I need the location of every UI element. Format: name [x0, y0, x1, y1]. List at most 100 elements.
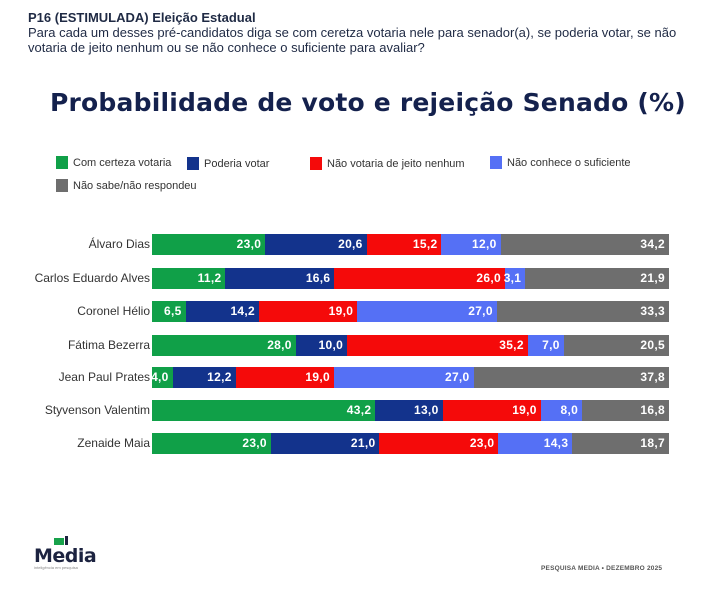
- bar-segment: 33,3: [496, 301, 669, 322]
- logo-tagline: inteligência em pesquisa: [34, 565, 78, 570]
- data-label: 14,3: [543, 436, 569, 450]
- question-code: P16 (ESTIMULADA) Eleição Estadual: [28, 10, 256, 25]
- bar-segment: 18,7: [572, 433, 669, 454]
- data-label: 20,6: [338, 237, 363, 251]
- bar-segment: 27,0: [357, 301, 497, 322]
- legend-swatch: [187, 157, 199, 170]
- category-label: Jean Paul Prates: [58, 370, 150, 384]
- bar-segment: 12,2: [172, 367, 236, 388]
- bar-segment: 28,0: [152, 335, 296, 356]
- legend-swatch: [310, 157, 322, 170]
- legend-label: Não conhece o suficiente: [507, 156, 631, 169]
- legend-label: Poderia votar: [204, 157, 270, 170]
- bar-segment: 14,3: [498, 433, 573, 454]
- bar-segment: 35,2: [347, 335, 528, 356]
- data-label: 12,0: [472, 237, 497, 251]
- bar-row: 23,0 21,0 23,0 14,3 18,7: [152, 433, 669, 454]
- legend-item-nao-conhece: Não conhece o suficiente: [490, 156, 631, 169]
- bar-row: 28,0 10,0 35,2 7,0 20,5: [152, 335, 669, 356]
- bar-segment: 19,0: [442, 400, 541, 421]
- bar-row: 11,2 16,6 26,0 3,1 21,9: [152, 268, 669, 289]
- data-label: 23,0: [469, 436, 495, 450]
- data-label: 26,0: [476, 271, 501, 285]
- bar-row: 4,0 12,2 19,0 27,0 37,8: [151, 367, 669, 388]
- data-label: 16,6: [305, 271, 331, 285]
- data-label: 18,7: [640, 436, 665, 450]
- data-label: 33,3: [640, 304, 665, 318]
- bar-row: 23,0 20,6 15,2 12,0 34,2: [152, 234, 669, 255]
- bar-segment: 15,2: [366, 234, 442, 255]
- chart-title: Probabilidade de voto e rejeição Senado …: [50, 88, 686, 117]
- footer-source-note: PESQUISA MEDIA • DEZEMBRO 2025: [541, 565, 663, 572]
- bar-segment: 21,0: [270, 433, 380, 454]
- data-label: 23,0: [242, 436, 267, 450]
- bar-segment: 23,0: [152, 234, 266, 255]
- legend-swatch: [490, 156, 502, 169]
- legend-label: Com certeza votaria: [73, 156, 172, 169]
- data-label: 27,0: [444, 370, 470, 384]
- data-label: 21,0: [350, 436, 376, 450]
- category-label: Coronel Hélio: [77, 304, 150, 318]
- question-text: Para cada um desses pré-candidatos diga …: [28, 25, 677, 55]
- data-label: 27,0: [468, 304, 493, 318]
- bar-segment: 19,0: [259, 301, 358, 322]
- data-label: 35,2: [499, 338, 524, 352]
- bar-segment: 21,9: [525, 268, 669, 289]
- data-label: 19,0: [512, 403, 537, 417]
- data-label: 20,5: [640, 338, 665, 352]
- category-label: Zenaide Maia: [77, 436, 150, 450]
- data-label: 12,2: [207, 370, 232, 384]
- data-label: 21,9: [640, 271, 665, 285]
- bar-segment: 11,2: [152, 268, 226, 289]
- data-label: 15,2: [412, 237, 438, 251]
- bar-segment: 37,8: [473, 367, 669, 388]
- bar-segment: 20,6: [265, 234, 367, 255]
- bar-segment: 27,0: [333, 367, 474, 388]
- bar-segment: 7,0: [527, 335, 564, 356]
- data-label: 3,1: [503, 271, 522, 285]
- bar-segment: 26,0: [334, 268, 505, 289]
- bar-segment: 13,0: [375, 400, 443, 421]
- media-logo: Media inteligência em pesquisa: [34, 536, 97, 570]
- data-label: 13,0: [413, 403, 439, 417]
- data-label: 16,8: [640, 403, 665, 417]
- bar-row: 43,2 13,0 19,0 8,0 16,8: [152, 400, 669, 421]
- bar-segment: 23,0: [152, 433, 271, 454]
- legend-item-nao-sabe: Não sabe/não respondeu: [56, 179, 197, 192]
- legend-label: Não votaria de jeito nenhum: [327, 157, 465, 170]
- stacked-bar-chart: Álvaro Dias 23,0 20,6 15,2 12,0 34,2 Carlos Ed…: [0, 230, 720, 460]
- data-label: 4,0: [151, 370, 169, 384]
- category-label: Álvaro Dias: [88, 237, 150, 251]
- bar-segment: 34,2: [500, 234, 669, 255]
- category-label: Fátima Bezerra: [67, 338, 150, 352]
- bar-segment: 19,0: [235, 367, 334, 388]
- data-label: 6,5: [164, 304, 182, 318]
- data-label: 28,0: [267, 338, 292, 352]
- legend-item-certeza: Com certeza votaria: [56, 156, 171, 169]
- data-label: 10,0: [318, 338, 344, 352]
- bar-segment: 16,6: [225, 268, 335, 289]
- legend-item-nao-votaria: Não votaria de jeito nenhum: [310, 157, 465, 170]
- legend-swatch: [56, 179, 68, 192]
- bar-segment: 23,0: [379, 433, 499, 454]
- legend-item-poderia: Poderia votar: [187, 157, 269, 170]
- logo-mark-icon: [54, 538, 64, 545]
- data-label: 34,2: [640, 237, 665, 251]
- bar-segment: 14,2: [185, 301, 259, 322]
- bar-segment: 43,2: [152, 400, 376, 421]
- category-label: Carlos Eduardo Alves: [34, 271, 150, 285]
- bar-segment: 4,0: [151, 367, 173, 388]
- data-label: 43,2: [346, 403, 372, 417]
- data-label: 23,0: [236, 237, 262, 251]
- bar-segment: 3,1: [503, 268, 526, 289]
- bar-segment: 16,8: [582, 400, 669, 421]
- bar-segment: 8,0: [540, 400, 583, 421]
- data-label: 19,0: [328, 304, 354, 318]
- bar-segment: 6,5: [152, 301, 186, 322]
- bar-segment: 20,5: [563, 335, 669, 356]
- data-label: 37,8: [640, 370, 665, 384]
- legend-swatch: [56, 156, 68, 169]
- logo-mark-bar-icon: [65, 536, 68, 545]
- bar-row: 6,5 14,2 19,0 27,0 33,3: [152, 301, 669, 322]
- logo-wordmark: Media: [34, 545, 97, 567]
